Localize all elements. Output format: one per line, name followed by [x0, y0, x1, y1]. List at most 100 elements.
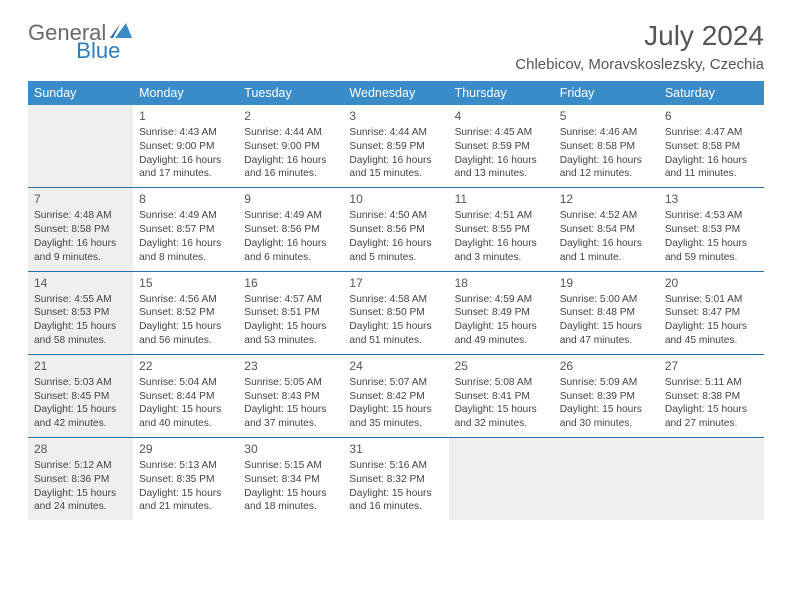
- sunrise-text: Sunrise: 5:13 AM: [139, 459, 232, 473]
- sunrise-text: Sunrise: 5:12 AM: [34, 459, 127, 473]
- day-number: 8: [139, 191, 232, 207]
- daylight-text: Daylight: 15 hours and 51 minutes.: [349, 320, 442, 348]
- day-number: 17: [349, 275, 442, 291]
- sunset-text: Sunset: 8:36 PM: [34, 473, 127, 487]
- calendar-cell: 4Sunrise: 4:45 AMSunset: 8:59 PMDaylight…: [449, 105, 554, 188]
- daylight-text: Daylight: 15 hours and 35 minutes.: [349, 403, 442, 431]
- calendar-cell: [554, 438, 659, 521]
- sunrise-text: Sunrise: 5:04 AM: [139, 376, 232, 390]
- daylight-text: Daylight: 15 hours and 24 minutes.: [34, 487, 127, 515]
- sunset-text: Sunset: 8:42 PM: [349, 390, 442, 404]
- sunset-text: Sunset: 8:48 PM: [560, 306, 653, 320]
- daylight-text: Daylight: 16 hours and 9 minutes.: [34, 237, 127, 265]
- calendar-cell: 17 Sunrise: 4:58 AMSunset: 8:50 PMDayligh…: [343, 271, 448, 354]
- weekday-header: Wednesday: [343, 81, 448, 105]
- sunset-text: Sunset: 8:53 PM: [34, 306, 127, 320]
- calendar-week-row: 7Sunrise: 4:48 AMSunset: 8:58 PMDaylight…: [28, 188, 764, 271]
- sunrise-text: Sunrise: 4:53 AM: [665, 209, 758, 223]
- sunrise-text: Sunrise: 5:11 AM: [665, 376, 758, 390]
- calendar-cell: [449, 438, 554, 521]
- sunrise-text: Sunrise: 4:58 AM: [349, 293, 442, 307]
- calendar-cell: 22Sunrise: 5:04 AMSunset: 8:44 PMDayligh…: [133, 354, 238, 437]
- weekday-row: Sunday Monday Tuesday Wednesday Thursday…: [28, 81, 764, 105]
- weekday-header: Thursday: [449, 81, 554, 105]
- day-number: 1: [139, 108, 232, 124]
- day-number: 29: [139, 441, 232, 457]
- sunset-text: Sunset: 8:58 PM: [560, 140, 653, 154]
- daylight-text: Daylight: 15 hours and 30 minutes.: [560, 403, 653, 431]
- sunrise-text: Sunrise: 5:03 AM: [34, 376, 127, 390]
- daylight-text: Daylight: 16 hours and 12 minutes.: [560, 154, 653, 182]
- daylight-text: Daylight: 15 hours and 49 minutes.: [455, 320, 548, 348]
- calendar-cell: 11Sunrise: 4:51 AMSunset: 8:55 PMDayligh…: [449, 188, 554, 271]
- calendar-cell: 3Sunrise: 4:44 AMSunset: 8:59 PMDaylight…: [343, 105, 448, 188]
- calendar-cell: 18Sunrise: 4:59 AMSunset: 8:49 PMDayligh…: [449, 271, 554, 354]
- daylight-text: Daylight: 15 hours and 16 minutes.: [349, 487, 442, 515]
- daylight-text: Daylight: 16 hours and 16 minutes.: [244, 154, 337, 182]
- calendar-cell: 27Sunrise: 5:11 AMSunset: 8:38 PMDayligh…: [659, 354, 764, 437]
- daylight-text: Daylight: 16 hours and 3 minutes.: [455, 237, 548, 265]
- sunrise-text: Sunrise: 4:55 AM: [34, 293, 127, 307]
- calendar-cell: 24Sunrise: 5:07 AMSunset: 8:42 PMDayligh…: [343, 354, 448, 437]
- day-number: 11: [455, 191, 548, 207]
- calendar-cell: 5Sunrise: 4:46 AMSunset: 8:58 PMDaylight…: [554, 105, 659, 188]
- calendar-cell: 7Sunrise: 4:48 AMSunset: 8:58 PMDaylight…: [28, 188, 133, 271]
- weekday-header: Tuesday: [238, 81, 343, 105]
- day-number: 4: [455, 108, 548, 124]
- calendar-cell: 9Sunrise: 4:49 AMSunset: 8:56 PMDaylight…: [238, 188, 343, 271]
- sunrise-text: Sunrise: 5:15 AM: [244, 459, 337, 473]
- day-number: 20: [665, 275, 758, 291]
- calendar-table: Sunday Monday Tuesday Wednesday Thursday…: [28, 81, 764, 520]
- daylight-text: Daylight: 16 hours and 17 minutes.: [139, 154, 232, 182]
- day-number: 27: [665, 358, 758, 374]
- calendar-cell: 26Sunrise: 5:09 AMSunset: 8:39 PMDayligh…: [554, 354, 659, 437]
- sunrise-text: Sunrise: 4:57 AM: [244, 293, 337, 307]
- sunset-text: Sunset: 8:47 PM: [665, 306, 758, 320]
- sunrise-text: Sunrise: 4:48 AM: [34, 209, 127, 223]
- sunrise-text: Sunrise: 4:49 AM: [139, 209, 232, 223]
- daylight-text: Daylight: 16 hours and 6 minutes.: [244, 237, 337, 265]
- daylight-text: Daylight: 15 hours and 42 minutes.: [34, 403, 127, 431]
- sunset-text: Sunset: 9:00 PM: [139, 140, 232, 154]
- calendar-cell: 25Sunrise: 5:08 AMSunset: 8:41 PMDayligh…: [449, 354, 554, 437]
- day-number: 3: [349, 108, 442, 124]
- day-number: 31: [349, 441, 442, 457]
- day-number: 25: [455, 358, 548, 374]
- calendar-cell: 8 Sunrise: 4:49 AMSunset: 8:57 PMDaylight…: [133, 188, 238, 271]
- sunrise-text: Sunrise: 4:52 AM: [560, 209, 653, 223]
- calendar-cell: 6Sunrise: 4:47 AMSunset: 8:58 PMDaylight…: [659, 105, 764, 188]
- calendar-cell: 28Sunrise: 5:12 AMSunset: 8:36 PMDayligh…: [28, 438, 133, 521]
- sunrise-text: Sunrise: 4:47 AM: [665, 126, 758, 140]
- sunset-text: Sunset: 8:54 PM: [560, 223, 653, 237]
- day-number: 18: [455, 275, 548, 291]
- calendar-cell: 12Sunrise: 4:52 AMSunset: 8:54 PMDayligh…: [554, 188, 659, 271]
- logo-text-blue: Blue: [76, 38, 120, 64]
- sunrise-text: Sunrise: 5:07 AM: [349, 376, 442, 390]
- daylight-text: Daylight: 15 hours and 32 minutes.: [455, 403, 548, 431]
- daylight-text: Daylight: 15 hours and 18 minutes.: [244, 487, 337, 515]
- sunset-text: Sunset: 8:55 PM: [455, 223, 548, 237]
- sunset-text: Sunset: 8:38 PM: [665, 390, 758, 404]
- daylight-text: Daylight: 15 hours and 45 minutes.: [665, 320, 758, 348]
- day-number: 12: [560, 191, 653, 207]
- day-number: 16: [244, 275, 337, 291]
- sunset-text: Sunset: 8:50 PM: [349, 306, 442, 320]
- calendar-cell: 15Sunrise: 4:56 AMSunset: 8:52 PMDayligh…: [133, 271, 238, 354]
- daylight-text: Daylight: 16 hours and 8 minutes.: [139, 237, 232, 265]
- sunset-text: Sunset: 8:57 PM: [139, 223, 232, 237]
- sunrise-text: Sunrise: 4:44 AM: [349, 126, 442, 140]
- header: General Blue July 2024 Chlebicov, Moravs…: [28, 20, 764, 73]
- sunrise-text: Sunrise: 5:05 AM: [244, 376, 337, 390]
- sunset-text: Sunset: 8:39 PM: [560, 390, 653, 404]
- sunset-text: Sunset: 8:58 PM: [34, 223, 127, 237]
- calendar-cell: 23Sunrise: 5:05 AMSunset: 8:43 PMDayligh…: [238, 354, 343, 437]
- sunset-text: Sunset: 8:45 PM: [34, 390, 127, 404]
- daylight-text: Daylight: 15 hours and 56 minutes.: [139, 320, 232, 348]
- day-number: 21: [34, 358, 127, 374]
- day-number: 10: [349, 191, 442, 207]
- calendar-cell: 19Sunrise: 5:00 AMSunset: 8:48 PMDayligh…: [554, 271, 659, 354]
- sunset-text: Sunset: 8:58 PM: [665, 140, 758, 154]
- sunrise-text: Sunrise: 4:44 AM: [244, 126, 337, 140]
- day-number: 2: [244, 108, 337, 124]
- day-number: 26: [560, 358, 653, 374]
